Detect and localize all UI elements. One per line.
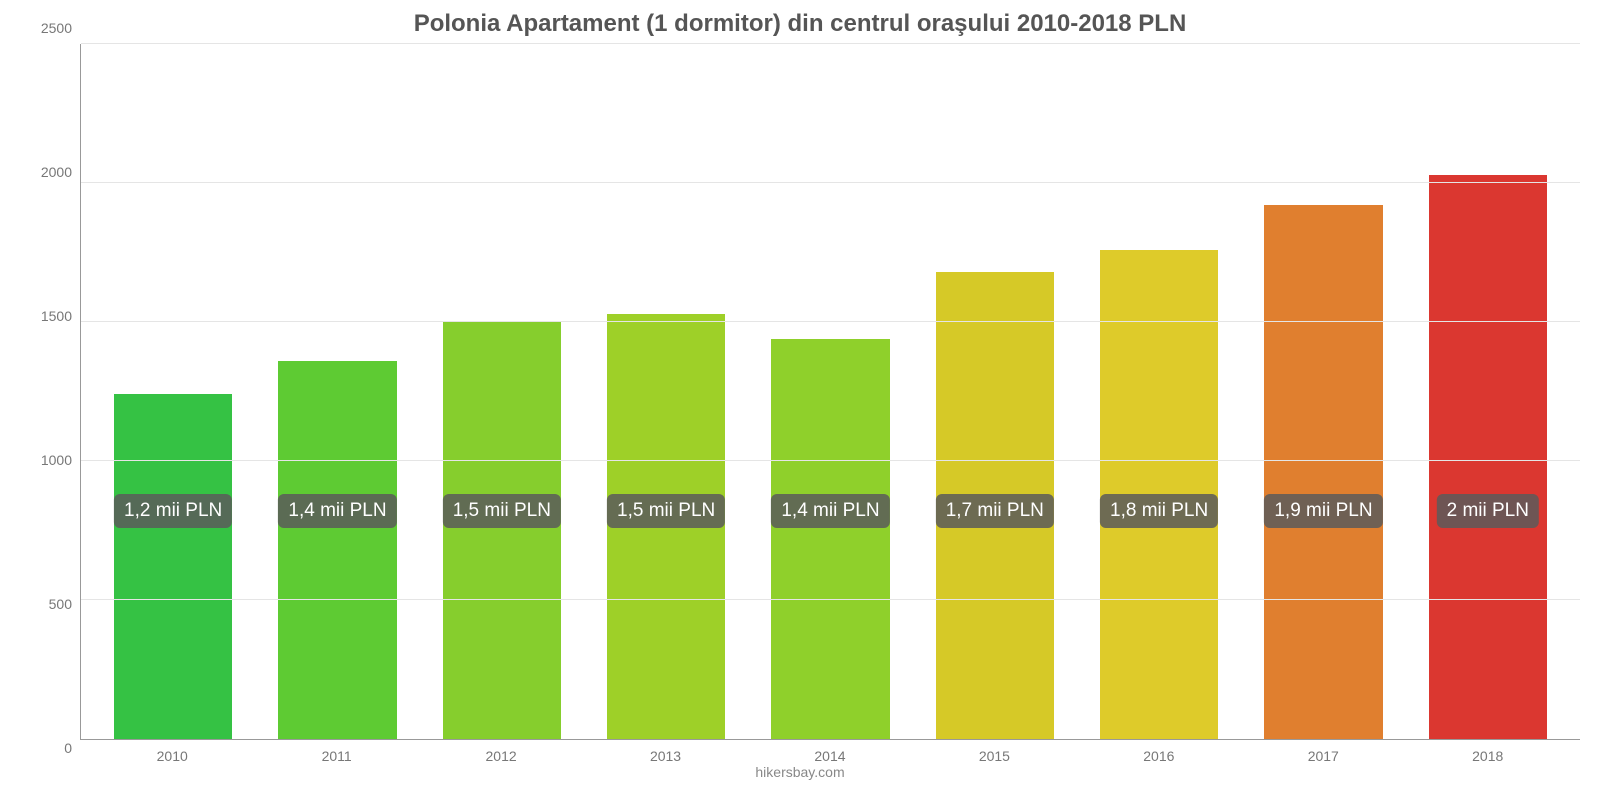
bar-slot: 1,4 mii PLN bbox=[255, 44, 419, 739]
bar-value-label: 1,8 mii PLN bbox=[1100, 494, 1218, 528]
bar-slot: 1,5 mii PLN bbox=[420, 44, 584, 739]
y-tick-label: 0 bbox=[64, 740, 72, 756]
bar-value-label: 1,5 mii PLN bbox=[443, 494, 561, 528]
bar-value-label: 1,2 mii PLN bbox=[114, 494, 232, 528]
y-tick-label: 2500 bbox=[41, 20, 72, 36]
plot-column: 1,2 mii PLN 1,4 mii PLN 1,5 mii PLN 1,5 mii… bbox=[80, 44, 1580, 764]
gridline bbox=[81, 321, 1580, 322]
bar-slot: 2 mii PLN bbox=[1406, 44, 1570, 739]
bar-slot: 1,9 mii PLN bbox=[1241, 44, 1405, 739]
x-tick-label: 2015 bbox=[912, 748, 1076, 764]
bar-value-label: 1,7 mii PLN bbox=[936, 494, 1054, 528]
bar-chart: Polonia Apartament (1 dormitor) din cent… bbox=[0, 0, 1600, 800]
x-tick-label: 2011 bbox=[254, 748, 418, 764]
y-tick-label: 2000 bbox=[41, 164, 72, 180]
bar bbox=[771, 339, 889, 739]
bars-container: 1,2 mii PLN 1,4 mii PLN 1,5 mii PLN 1,5 mii… bbox=[81, 44, 1580, 739]
chart-footer: hikersbay.com bbox=[755, 764, 844, 780]
gridline bbox=[81, 599, 1580, 600]
chart-body: 05001000150020002500 1,2 mii PLN1,4 mii … bbox=[20, 44, 1580, 764]
bar-slot: 1,7 mii PLN bbox=[913, 44, 1077, 739]
y-tick-label: 500 bbox=[49, 596, 72, 612]
x-tick-label: 2017 bbox=[1241, 748, 1405, 764]
x-tick-label: 2013 bbox=[583, 748, 747, 764]
bar-slot: 1,5 mii PLN bbox=[584, 44, 748, 739]
bar-value-label: 1,4 mii PLN bbox=[278, 494, 396, 528]
x-tick-label: 2012 bbox=[419, 748, 583, 764]
y-tick-label: 1500 bbox=[41, 308, 72, 324]
gridline bbox=[81, 460, 1580, 461]
bar-slot: 1,2 mii PLN bbox=[91, 44, 255, 739]
x-tick-label: 2010 bbox=[90, 748, 254, 764]
bar-slot: 1,8 mii PLN bbox=[1077, 44, 1241, 739]
bar-value-label: 1,5 mii PLN bbox=[607, 494, 725, 528]
bar-value-label: 2 mii PLN bbox=[1437, 494, 1539, 528]
y-axis: 05001000150020002500 bbox=[20, 44, 80, 764]
y-tick-label: 1000 bbox=[41, 452, 72, 468]
x-tick-label: 2018 bbox=[1406, 748, 1570, 764]
bar bbox=[114, 394, 232, 739]
bar bbox=[1429, 175, 1547, 739]
plot-area: 1,2 mii PLN 1,4 mii PLN 1,5 mii PLN 1,5 mii… bbox=[80, 44, 1580, 740]
gridline bbox=[81, 182, 1580, 183]
bar bbox=[443, 322, 561, 739]
bar bbox=[1264, 205, 1382, 739]
bar-slot: 1,4 mii PLN bbox=[748, 44, 912, 739]
x-tick-label: 2014 bbox=[748, 748, 912, 764]
chart-title: Polonia Apartament (1 dormitor) din cent… bbox=[414, 10, 1187, 38]
bar bbox=[278, 361, 396, 739]
gridline bbox=[81, 43, 1580, 44]
bar-value-label: 1,4 mii PLN bbox=[771, 494, 889, 528]
bar-value-label: 1,9 mii PLN bbox=[1264, 494, 1382, 528]
x-tick-label: 2016 bbox=[1077, 748, 1241, 764]
x-axis: 201020112012201320142015201620172018 bbox=[80, 740, 1580, 764]
